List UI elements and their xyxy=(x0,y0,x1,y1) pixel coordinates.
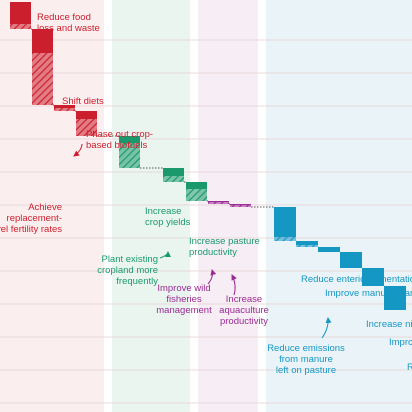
bar-shift-diets-solid xyxy=(32,29,53,53)
bar-increase-crop-yields-solid xyxy=(119,136,140,143)
bar-r-solid xyxy=(384,286,406,310)
label-improve-wild-fisheries-management: Improve wild fisheries management xyxy=(156,283,212,316)
bar-shift-diets-hatched xyxy=(32,53,53,105)
bar-improve-manure-management-solid xyxy=(318,247,340,252)
label-reduce-food-loss-and-waste: Reduce food loss and waste xyxy=(37,12,100,34)
bar-reduce-emissions-from-manure-left-on-pasture-hatched xyxy=(296,245,318,247)
label-phase-out-crop-based-biofuels: Phase out crop-based biofuels xyxy=(86,129,153,151)
bar-phase-out-crop-based-biofuels-hatched xyxy=(54,108,75,111)
label-increase-aquaculture-productivity: Increase aquaculture productivity xyxy=(219,294,269,327)
label-increase-crop-yields: Increase crop yields xyxy=(145,206,191,228)
bar-reduce-emissions-from-manure-left-on-pasture-solid xyxy=(296,241,318,245)
bar-increase-nitro-solid xyxy=(340,252,362,268)
bar-reduce-food-loss-and-waste-solid xyxy=(10,2,31,24)
label-improve-manure-management: Improve manure management xyxy=(325,288,412,299)
bar-phase-out-crop-based-biofuels-solid xyxy=(54,105,75,108)
label-arrow xyxy=(159,251,171,259)
label-arrow xyxy=(321,317,332,339)
band-agriculture xyxy=(266,0,412,412)
bar-increase-pasture-productivity-hatched xyxy=(186,189,207,201)
label-increase-pasture-productivity: Increase pasture productivity xyxy=(189,236,260,258)
bar-achieve-replacement-level-fertility-rates-hatched xyxy=(76,119,97,136)
bar-increase-aquaculture-productivity-solid xyxy=(230,204,251,205)
bar-reduce-enteric-fermentation-solid xyxy=(274,207,296,237)
label-reduce-enteric-fermentation: Reduce enteric fermentation xyxy=(301,274,412,285)
label-plant-existing-cropland-more-frequently: Plant existing cropland more frequently xyxy=(97,254,158,287)
label-reduce-emissions-from-manure-left-on-pasture: Reduce emissions from manure left on pastu… xyxy=(267,343,345,376)
bar-improv-solid xyxy=(362,268,384,286)
bar-achieve-replacement-level-fertility-rates-solid xyxy=(76,111,97,119)
bar-reduce-enteric-fermentation-hatched xyxy=(274,237,296,241)
bar-reduce-food-loss-and-waste-hatched xyxy=(10,24,31,29)
band-land xyxy=(112,0,190,412)
bar-improve-wild-fisheries-management-solid xyxy=(208,201,229,202)
bar-plant-existing-cropland-more-frequently-hatched xyxy=(163,176,184,182)
bar-plant-existing-cropland-more-frequently-solid xyxy=(163,168,184,176)
bar-increase-crop-yields-hatched xyxy=(119,143,140,168)
bar-increase-aquaculture-productivity-hatched xyxy=(230,205,251,207)
bar-improve-wild-fisheries-management-hatched xyxy=(208,202,229,204)
bar-increase-pasture-productivity-solid xyxy=(186,182,207,189)
label-arrow xyxy=(207,269,217,285)
label-r: R xyxy=(407,362,412,373)
label-arrow xyxy=(73,143,83,157)
label-shift-diets: Shift diets xyxy=(62,96,104,107)
label-improv: Improv xyxy=(389,337,412,348)
label-arrow xyxy=(231,274,237,296)
label-increase-nitro: Increase nitro xyxy=(366,319,412,330)
